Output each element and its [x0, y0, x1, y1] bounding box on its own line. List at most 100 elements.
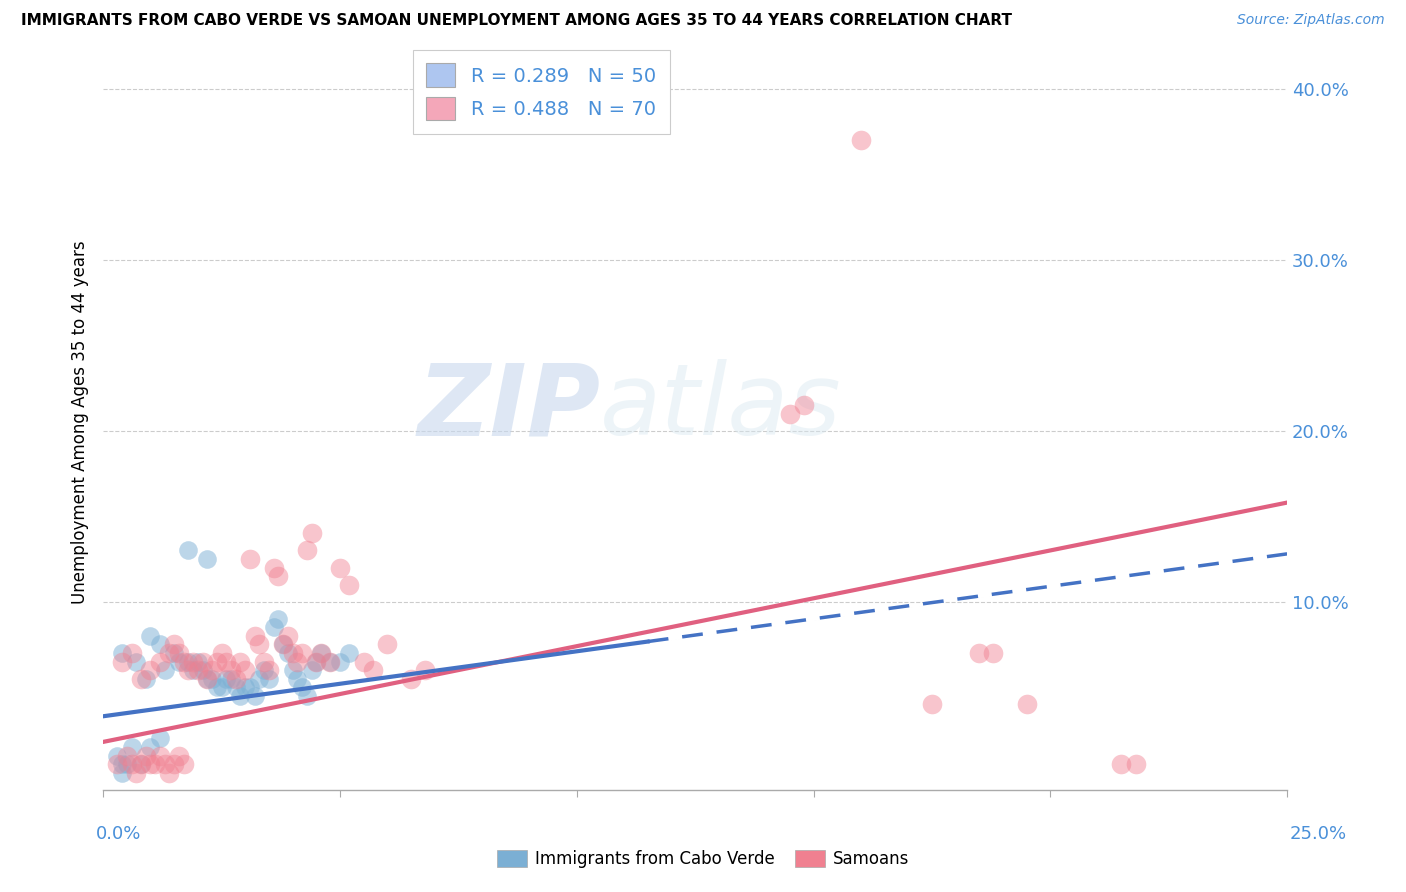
- Point: [163, 646, 186, 660]
- Text: IMMIGRANTS FROM CABO VERDE VS SAMOAN UNEMPLOYMENT AMONG AGES 35 TO 44 YEARS CORR: IMMIGRANTS FROM CABO VERDE VS SAMOAN UNE…: [21, 13, 1012, 29]
- Point: [139, 629, 162, 643]
- Point: [329, 655, 352, 669]
- Point: [111, 655, 134, 669]
- Point: [177, 663, 200, 677]
- Point: [249, 637, 271, 651]
- Point: [205, 655, 228, 669]
- Point: [983, 646, 1005, 660]
- Point: [301, 526, 323, 541]
- Point: [159, 646, 181, 660]
- Point: [967, 646, 990, 660]
- Point: [129, 672, 152, 686]
- Text: Source: ZipAtlas.com: Source: ZipAtlas.com: [1237, 13, 1385, 28]
- Point: [105, 757, 128, 772]
- Point: [139, 757, 162, 772]
- Point: [111, 646, 134, 660]
- Point: [201, 672, 224, 686]
- Legend: R = 0.289   N = 50, R = 0.488   N = 70: R = 0.289 N = 50, R = 0.488 N = 70: [412, 50, 669, 134]
- Point: [111, 757, 134, 772]
- Point: [173, 757, 195, 772]
- Point: [181, 663, 204, 677]
- Point: [153, 663, 176, 677]
- Point: [239, 552, 262, 566]
- Point: [135, 672, 157, 686]
- Point: [319, 655, 342, 669]
- Point: [267, 569, 290, 583]
- Point: [153, 757, 176, 772]
- Point: [219, 672, 242, 686]
- Point: [167, 748, 190, 763]
- Point: [301, 663, 323, 677]
- Point: [271, 637, 294, 651]
- Point: [125, 765, 148, 780]
- Point: [413, 663, 436, 677]
- Point: [233, 680, 256, 694]
- Point: [267, 612, 290, 626]
- Point: [225, 680, 247, 694]
- Point: [181, 655, 204, 669]
- Y-axis label: Unemployment Among Ages 35 to 44 years: Unemployment Among Ages 35 to 44 years: [72, 241, 89, 604]
- Point: [225, 672, 247, 686]
- Point: [339, 646, 361, 660]
- Point: [205, 680, 228, 694]
- Point: [399, 672, 422, 686]
- Point: [167, 655, 190, 669]
- Point: [253, 655, 276, 669]
- Point: [195, 672, 218, 686]
- Point: [305, 655, 328, 669]
- Point: [249, 672, 271, 686]
- Point: [779, 407, 801, 421]
- Point: [163, 637, 186, 651]
- Point: [111, 765, 134, 780]
- Point: [135, 748, 157, 763]
- Point: [849, 133, 872, 147]
- Point: [177, 655, 200, 669]
- Point: [277, 646, 299, 660]
- Point: [125, 655, 148, 669]
- Point: [167, 646, 190, 660]
- Point: [295, 689, 318, 703]
- Point: [921, 698, 943, 712]
- Point: [187, 655, 209, 669]
- Point: [211, 646, 233, 660]
- Point: [1111, 757, 1133, 772]
- Point: [239, 680, 262, 694]
- Text: ZIP: ZIP: [418, 359, 600, 456]
- Point: [191, 655, 214, 669]
- Point: [143, 757, 166, 772]
- Point: [291, 646, 314, 660]
- Point: [329, 560, 352, 574]
- Point: [177, 543, 200, 558]
- Point: [1125, 757, 1147, 772]
- Point: [263, 620, 285, 634]
- Point: [129, 757, 152, 772]
- Point: [191, 663, 214, 677]
- Point: [375, 637, 398, 651]
- Point: [361, 663, 384, 677]
- Point: [339, 577, 361, 591]
- Point: [149, 655, 172, 669]
- Point: [233, 663, 256, 677]
- Point: [243, 689, 266, 703]
- Point: [257, 672, 280, 686]
- Point: [115, 757, 138, 772]
- Point: [309, 646, 332, 660]
- Point: [253, 663, 276, 677]
- Text: 0.0%: 0.0%: [96, 825, 141, 843]
- Point: [115, 748, 138, 763]
- Point: [229, 689, 252, 703]
- Point: [173, 655, 195, 669]
- Point: [211, 680, 233, 694]
- Point: [187, 663, 209, 677]
- Text: 25.0%: 25.0%: [1289, 825, 1347, 843]
- Point: [305, 655, 328, 669]
- Point: [121, 757, 143, 772]
- Point: [309, 646, 332, 660]
- Point: [139, 739, 162, 754]
- Point: [201, 663, 224, 677]
- Point: [139, 663, 162, 677]
- Point: [793, 398, 815, 412]
- Legend: Immigrants from Cabo Verde, Samoans: Immigrants from Cabo Verde, Samoans: [489, 843, 917, 875]
- Point: [149, 637, 172, 651]
- Point: [257, 663, 280, 677]
